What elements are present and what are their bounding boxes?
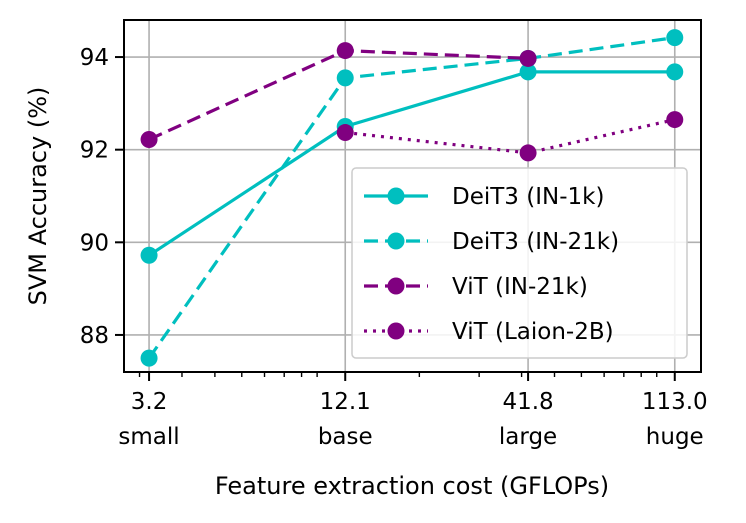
y-axis: 88 90 92 94 xyxy=(80,45,124,349)
data-point xyxy=(519,49,537,67)
legend-marker xyxy=(387,187,405,205)
legend-item: DeiT3 (IN-1k) xyxy=(364,184,604,210)
y-tick-label: 90 xyxy=(80,230,109,256)
series-3 xyxy=(336,111,684,162)
series-layer xyxy=(140,29,684,367)
x-tick-sublabel: base xyxy=(318,424,373,450)
series-line xyxy=(147,36,676,360)
y-tick-label: 88 xyxy=(80,323,109,349)
legend-marker xyxy=(387,277,405,295)
series-2 xyxy=(140,42,537,148)
x-tick-sublabel: small xyxy=(118,424,179,450)
x-tick-label: 3.2 xyxy=(131,389,168,415)
data-point xyxy=(519,144,537,162)
data-point xyxy=(336,69,354,87)
data-point xyxy=(666,63,684,81)
data-point xyxy=(519,63,537,81)
plot-frame xyxy=(123,19,702,373)
data-point xyxy=(666,29,684,47)
y-axis-label: SVM Accuracy (%) xyxy=(24,87,52,306)
legend-label: DeiT3 (IN-1k) xyxy=(452,184,604,210)
x-axis-label: Feature extraction cost (GFLOPs) xyxy=(215,472,609,500)
x-tick-label: 12.1 xyxy=(320,389,371,415)
legend-box xyxy=(351,167,688,359)
legend-label: DeiT3 (IN-21k) xyxy=(452,229,619,255)
legend-marker xyxy=(387,232,405,250)
legend-label: ViT (Laion-2B) xyxy=(452,319,614,345)
data-point xyxy=(140,349,158,367)
data-point xyxy=(140,246,158,264)
legend-label: ViT (IN-21k) xyxy=(452,274,588,300)
series-0 xyxy=(140,63,684,264)
y-tick-label: 94 xyxy=(80,45,109,71)
x-tick-sublabel: large xyxy=(499,424,557,450)
legend-item: DeiT3 (IN-21k) xyxy=(364,229,619,255)
series-line xyxy=(148,70,675,257)
y-tick-label: 92 xyxy=(80,138,109,164)
data-point xyxy=(140,130,158,148)
legend-marker xyxy=(387,322,405,340)
x-axis: 3.2 small 12.1 base 41.8 large 113.0 huge xyxy=(118,372,708,450)
x-tick-sublabel: huge xyxy=(646,424,704,450)
series-line xyxy=(345,118,676,155)
x-tick-label: 113.0 xyxy=(642,389,708,415)
x-tick-label: 41.8 xyxy=(502,389,553,415)
legend: DeiT3 (IN-1k) DeiT3 (IN-21k) ViT (IN-21k) V… xyxy=(351,167,688,359)
data-point xyxy=(336,42,354,60)
legend-item: ViT (IN-21k) xyxy=(364,274,588,300)
data-point xyxy=(336,124,354,142)
legend-item: ViT (Laion-2B) xyxy=(364,319,614,345)
data-point xyxy=(666,111,684,129)
